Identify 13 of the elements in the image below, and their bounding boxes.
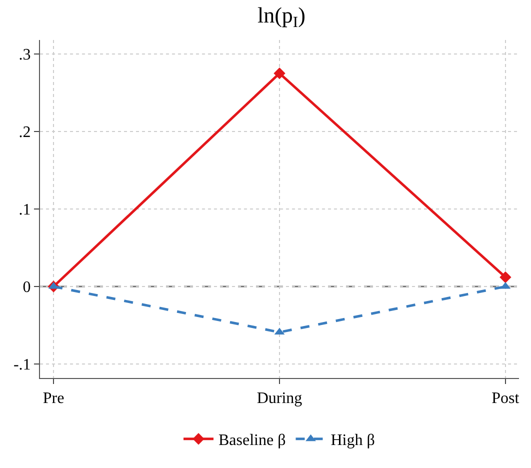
point (274, 67, 286, 80)
legend-label: High β (330, 432, 375, 450)
y-tick-label: 0 (22, 279, 31, 296)
x-tick-label: Post (492, 390, 520, 408)
y-tick-label: -.1 (13, 356, 31, 374)
x-tick-label: During (256, 390, 302, 408)
point (500, 271, 512, 284)
chart-title: ln(p$_{I}$) (257, 2, 306, 32)
x-tick-label: Pre (42, 390, 64, 408)
y-tick-label: .3 (18, 46, 31, 64)
legend-label: Baseline β (218, 432, 286, 450)
y-tick-label: .1 (18, 202, 31, 219)
y-tick-label: .2 (18, 124, 31, 142)
